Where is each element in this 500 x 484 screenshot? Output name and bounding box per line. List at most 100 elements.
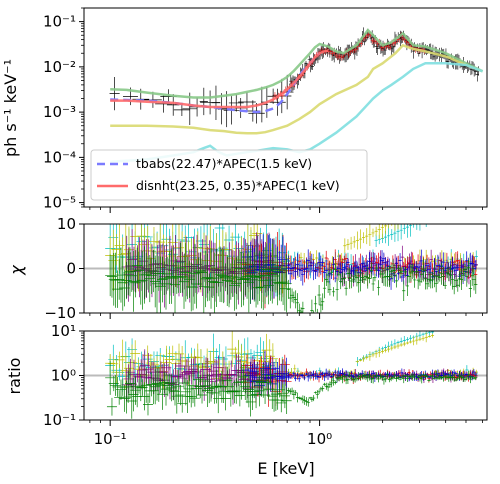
- residual-point: [366, 266, 370, 289]
- ratio-point: [313, 391, 318, 394]
- ratio-point: [389, 375, 393, 382]
- ratio-point: [391, 376, 395, 380]
- ratio-point: [114, 390, 125, 405]
- ratio-point: [408, 335, 413, 342]
- spectrum-data-point: [211, 85, 221, 121]
- ratio-point: [355, 360, 359, 364]
- residual-point: [389, 264, 393, 279]
- residual-point: [463, 264, 467, 275]
- residual-point: [465, 266, 469, 287]
- residual-point: [321, 293, 325, 311]
- ratio-point: [456, 376, 460, 381]
- ratio-point: [438, 373, 442, 380]
- ratio-point: [342, 372, 346, 381]
- ratio-point: [393, 371, 397, 379]
- residual-point: [295, 293, 300, 313]
- ratio-data-layer: [105, 331, 478, 419]
- ratio-point: [294, 390, 298, 396]
- residual-point: [439, 262, 444, 285]
- ratio-point: [106, 397, 117, 416]
- residual-point: [326, 258, 330, 271]
- spectrum-data-point: [363, 38, 367, 46]
- spectrum-y-tick-label: 10⁻²: [43, 58, 76, 76]
- residual-point: [457, 270, 462, 288]
- spectrum-data-point: [404, 38, 408, 45]
- residual-point: [319, 297, 323, 313]
- residual-point: [454, 274, 458, 287]
- ratio-point: [328, 381, 332, 388]
- residual-point: [316, 308, 318, 313]
- ratio-point: [474, 374, 478, 381]
- residual-point: [335, 278, 339, 301]
- ratio-point: [293, 375, 298, 382]
- residual-point: [308, 255, 312, 276]
- residual-point: [357, 272, 361, 293]
- residual-point: [343, 238, 347, 254]
- spectrum-y-tick-label: 10⁻⁵: [43, 194, 76, 212]
- residuals-data-layer: [105, 224, 478, 313]
- residual-point: [330, 268, 334, 276]
- ratio-point: [324, 382, 328, 390]
- ratio-point: [362, 371, 366, 380]
- residuals-y-ticks: −10 0 10: [44, 215, 84, 322]
- ratio-point: [175, 384, 186, 406]
- ratio-point: [360, 374, 364, 380]
- residual-point: [466, 259, 471, 276]
- residual-point: [420, 265, 424, 283]
- residual-point: [447, 266, 451, 282]
- residual-point: [351, 266, 355, 275]
- ratio-point: [357, 372, 361, 381]
- residual-point: [468, 279, 472, 298]
- ratio-point: [465, 375, 469, 381]
- ratio-point: [439, 376, 444, 380]
- residual-point: [394, 224, 396, 231]
- ratio-point: [405, 374, 409, 382]
- residual-point: [407, 262, 411, 272]
- residual-point: [376, 263, 381, 278]
- ratio-point: [175, 353, 186, 379]
- residual-point: [313, 295, 318, 312]
- ratio-point: [322, 372, 327, 382]
- residual-point: [371, 260, 375, 276]
- ratio-point: [394, 375, 399, 382]
- ratio-point: [315, 372, 319, 380]
- ratio-x-tick-label: 10⁻¹: [94, 430, 127, 448]
- residual-point: [331, 287, 336, 297]
- residual-point: [409, 264, 413, 282]
- ratio-point: [396, 375, 400, 380]
- residual-point: [319, 255, 323, 275]
- residual-point: [383, 224, 388, 234]
- ratio-point: [304, 397, 309, 406]
- ratio-point: [301, 374, 305, 378]
- ratio-point: [374, 349, 378, 358]
- residual-point: [344, 253, 348, 264]
- ratio-point: [344, 375, 348, 385]
- ratio-point: [351, 377, 355, 383]
- residual-point: [321, 258, 325, 267]
- residuals-y-tick-label: 10: [57, 215, 76, 233]
- ratio-y-tick-label: 10⁻¹: [43, 411, 76, 429]
- ratio-point: [403, 374, 408, 378]
- residuals-x-ticks: [89, 313, 483, 319]
- spectrum-data-point: [354, 46, 358, 53]
- ratio-point: [337, 375, 341, 382]
- residual-point: [418, 277, 422, 286]
- ratio-point: [295, 392, 300, 403]
- residual-point: [355, 268, 359, 287]
- residual-point: [369, 262, 373, 279]
- residual-point: [312, 260, 316, 281]
- ratio-point: [310, 371, 314, 379]
- residual-point: [335, 266, 339, 277]
- ratio-point: [328, 370, 332, 378]
- ratio-point: [308, 396, 312, 399]
- residual-point: [461, 268, 465, 283]
- residual-point: [297, 262, 301, 277]
- residual-point: [349, 273, 354, 289]
- residual-point: [288, 263, 292, 285]
- residual-point: [412, 224, 416, 228]
- ratio-point: [436, 376, 440, 381]
- residual-point: [470, 265, 474, 286]
- residual-point: [398, 267, 402, 279]
- residual-point: [292, 257, 296, 277]
- ratio-panel: 10⁻¹ 10⁰ 10¹ 10⁻¹ 10⁰ ratio E [keV]: [5, 322, 488, 478]
